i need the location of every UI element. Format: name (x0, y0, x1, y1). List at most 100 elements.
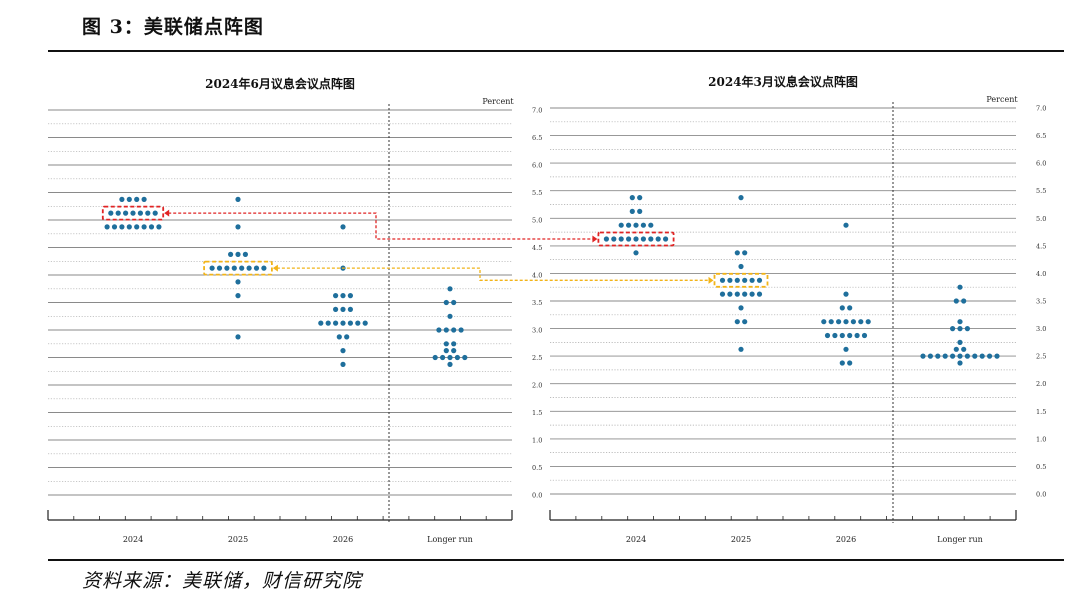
dot (987, 353, 993, 359)
y-tick-label: 2.5 (1036, 353, 1046, 361)
dot (115, 210, 121, 216)
x-category-label: Longer run (937, 535, 983, 544)
dot (961, 346, 967, 352)
dot (727, 277, 733, 283)
highlight-box-mar-2024 (597, 231, 675, 247)
dot (141, 196, 147, 202)
top-rule (48, 50, 1064, 52)
dot (355, 320, 361, 326)
y-tick-label: 2.0 (532, 382, 542, 390)
dot (927, 353, 934, 359)
dot (148, 224, 155, 230)
dot (253, 265, 260, 271)
dot (137, 210, 143, 216)
dot (347, 293, 353, 299)
y-tick-label: 0.5 (1036, 463, 1046, 471)
dot (957, 353, 963, 359)
dot (618, 236, 624, 242)
dots-layer (104, 195, 1000, 367)
dot (336, 334, 342, 340)
dot (738, 263, 744, 270)
y-tick-label: 6.0 (532, 162, 542, 170)
dot (957, 326, 963, 332)
y-tick-label: 5.5 (532, 189, 542, 197)
y-tick-label: 3.0 (532, 327, 542, 335)
dot (318, 320, 324, 326)
y-tick-label: 0.0 (532, 492, 542, 500)
dot (861, 332, 868, 339)
dot (242, 251, 248, 257)
dot (123, 210, 129, 216)
dot (637, 208, 643, 214)
gold-connector (276, 267, 710, 281)
chart-title: 2024年3月议息会议点阵图 (708, 74, 858, 89)
dot (340, 361, 346, 367)
y-tick-label: 7.0 (532, 107, 542, 115)
annotation-layer (101, 205, 769, 288)
dot (964, 353, 971, 359)
dot (340, 320, 346, 326)
dot (749, 291, 755, 297)
x-category-label: 2025 (228, 535, 248, 544)
highlight-box-jun-2025 (203, 260, 273, 276)
dot (436, 327, 442, 333)
dot (447, 354, 453, 361)
red-arrow-left (164, 209, 170, 217)
y-tick-label: 1.5 (532, 409, 542, 417)
dot (742, 250, 748, 256)
dot (847, 360, 853, 366)
dot (847, 305, 853, 311)
dot (640, 222, 647, 228)
dot (843, 222, 849, 228)
dot (648, 236, 654, 242)
red-connector (168, 212, 594, 240)
dot (611, 236, 617, 242)
dot (246, 265, 252, 271)
x-category-label: Longer run (427, 535, 473, 544)
dot (141, 224, 147, 230)
dot (451, 299, 457, 306)
y-tick-label: 4.0 (1036, 270, 1046, 278)
dot (972, 353, 978, 359)
dot (340, 224, 346, 230)
x-category-label: 2024 (123, 535, 143, 544)
dot (451, 341, 457, 347)
dot (347, 306, 353, 312)
y-tick-label: 0.5 (532, 464, 542, 472)
dot (950, 326, 956, 332)
dot (447, 361, 453, 367)
dot (828, 319, 834, 325)
dot (756, 291, 763, 297)
dot (447, 286, 453, 292)
dot (231, 265, 237, 271)
dot (443, 341, 449, 347)
dot (854, 332, 860, 339)
dot (235, 334, 241, 340)
dot (462, 354, 468, 361)
dot (629, 208, 635, 214)
dot (235, 251, 241, 257)
y-axis-label: Percent (986, 95, 1018, 104)
dot (134, 196, 140, 202)
y-tick-label: 3.5 (1036, 298, 1046, 306)
dot (953, 346, 959, 352)
dot (756, 277, 763, 283)
dot (663, 236, 669, 242)
dot (957, 360, 963, 366)
dot (362, 320, 368, 326)
dot (942, 353, 948, 359)
dot (451, 327, 457, 333)
text-layer: 2024年6月议息会议点阵图 Percent 0.0 0.5 1.0 1.5 2.0 2.5 3… (123, 74, 1047, 544)
dot (344, 334, 350, 340)
dot (935, 353, 941, 359)
dot (454, 354, 460, 361)
y-tick-label: 1.0 (1036, 435, 1046, 443)
grid-layer (47, 102, 1017, 523)
dot (843, 291, 849, 297)
y-tick-label: 4.5 (1036, 242, 1046, 250)
dot (738, 195, 744, 201)
dot (865, 319, 871, 325)
highlight-box-jun-2024 (101, 205, 165, 221)
x-category-label: 2026 (333, 535, 353, 544)
dot (347, 320, 353, 326)
